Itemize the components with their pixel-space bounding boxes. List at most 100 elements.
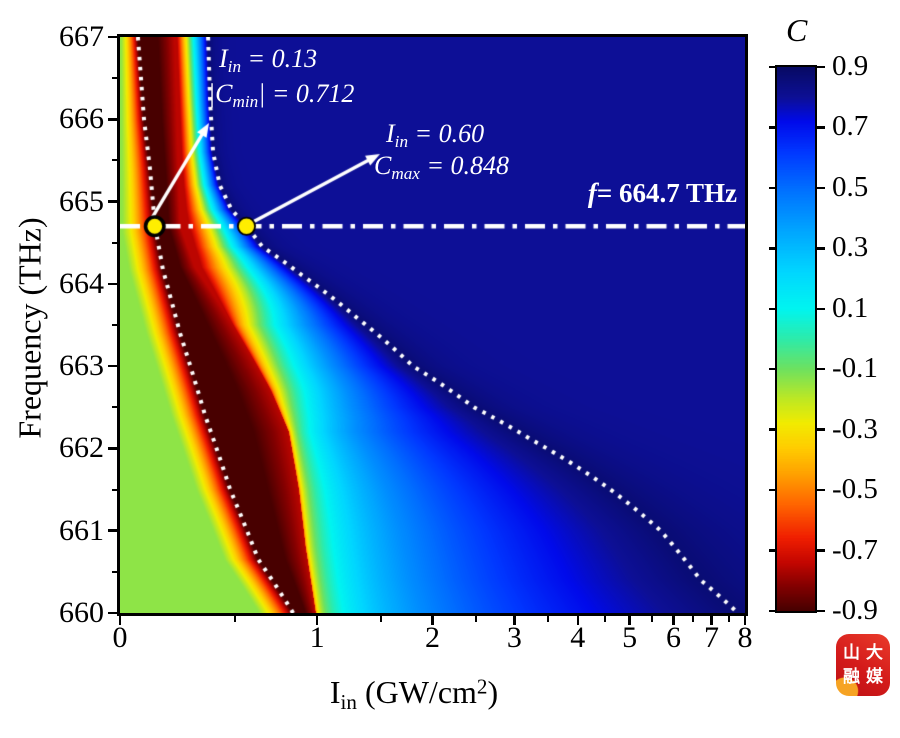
x-axis-title-close: ) (487, 674, 499, 710)
colorbar-tick-label: 0.7 (832, 110, 869, 143)
x-tick-label: 5 (622, 621, 638, 654)
colorbar-tick-left (769, 65, 775, 69)
annotation-cmax-line1: Iin = 0.60 (386, 119, 485, 151)
y-major-tick (108, 118, 117, 121)
x-axis-title-sub: in (340, 689, 357, 714)
x-major-tick (118, 616, 122, 625)
cmin-c-var: C (215, 79, 233, 108)
cmax-var: I (386, 119, 395, 148)
x-axis-title-sup: 2 (476, 674, 488, 699)
x-major-tick (710, 616, 713, 625)
colorbar-tick-left (769, 488, 775, 492)
colorbar-canvas (777, 67, 815, 611)
x-major-tick (513, 616, 516, 625)
x-major-tick (431, 616, 434, 625)
colorbar-tick-left (769, 367, 775, 371)
x-tick-label: 2 (425, 621, 440, 654)
y-major-tick (108, 200, 117, 203)
cmin-value: = 0.13 (241, 44, 318, 73)
colorbar-tick (817, 549, 825, 552)
y-minor-tick (111, 241, 117, 244)
colorbar-tick (817, 488, 825, 492)
colorbar-tick-left (769, 549, 775, 552)
cmin-c-sub: min (232, 91, 259, 111)
y-axis-title: Frequency (THz) (11, 217, 48, 439)
logo-shandong-media: 山 大 融 媒 (836, 634, 890, 696)
colorbar-tick-label: -0.7 (832, 533, 878, 566)
colorbar-tick (817, 65, 825, 69)
x-axis-title-units: (GW/cm (356, 674, 477, 710)
ref-line-value: = 664.7 THz (596, 178, 737, 208)
y-major-tick (108, 447, 117, 450)
y-tick-label: 662 (59, 431, 104, 465)
cmax-value: = 0.60 (408, 119, 485, 148)
colorbar-tick (817, 428, 825, 431)
logo-char-3: 融 (843, 666, 860, 686)
colorbar-tick-left (769, 126, 775, 129)
logo-char-2: 大 (866, 642, 883, 662)
annotation-cmax-line2: Cmax = 0.848 (374, 151, 509, 183)
reference-line-label: f= 664.7 THz (588, 178, 737, 209)
logo-char-1: 山 (843, 642, 860, 662)
y-tick-label: 664 (59, 266, 104, 300)
y-major-tick (108, 282, 117, 286)
y-tick-label: 660 (59, 596, 104, 629)
colorbar-tick (817, 247, 825, 250)
cmin-bar-open: | (208, 79, 216, 108)
y-major-tick (108, 529, 117, 532)
cmax-c-value: = 0.848 (419, 151, 509, 180)
colorbar-frame (775, 65, 817, 613)
y-minor-tick (111, 159, 117, 162)
colorbar-tick (817, 186, 825, 190)
annotation-cmin-line1: Iin = 0.13 (219, 44, 318, 76)
colorbar-tick (817, 367, 825, 371)
cmin-var: I (219, 44, 228, 73)
x-major-tick (743, 616, 747, 625)
x-major-tick (576, 616, 580, 625)
colorbar-title: C (786, 12, 808, 48)
colorbar-tick-label: -0.9 (832, 594, 878, 626)
x-tick-label: 1 (309, 621, 325, 654)
colorbar-tick-left (769, 247, 775, 250)
y-tick-label: 667 (59, 20, 104, 53)
y-tick-label: 661 (59, 513, 104, 547)
x-tick-label: 3 (506, 621, 522, 654)
colorbar-tick-label: -0.3 (832, 412, 878, 445)
colorbar-tick (817, 307, 825, 311)
y-minor-tick (111, 77, 117, 80)
y-major-tick (108, 35, 117, 39)
x-tick-label: 7 (703, 621, 719, 654)
y-minor-tick (111, 570, 117, 573)
x-minor-tick (603, 616, 606, 622)
x-minor-tick (379, 616, 382, 622)
cmax-sub: in (394, 131, 409, 151)
x-minor-tick (651, 616, 654, 622)
cmin-sub: in (227, 56, 242, 76)
cmax-c-var: C (374, 151, 392, 180)
colorbar-tick (817, 609, 825, 613)
colorbar-tick-left (769, 307, 775, 311)
cmin-c-value: | = 0.712 (258, 79, 355, 108)
x-axis-title-var: I (329, 674, 341, 710)
x-tick-label: 4 (570, 621, 586, 654)
x-axis-title: Iin (GW/cm2) (329, 674, 499, 714)
colorbar-tick-left (769, 186, 775, 190)
ref-line-f-var: f (587, 178, 597, 208)
y-tick-label: 665 (59, 184, 104, 218)
y-minor-tick (111, 324, 117, 326)
colorbar-tick (817, 126, 825, 129)
colorbar-tick-label: -0.5 (832, 473, 878, 506)
x-major-tick (672, 616, 675, 625)
cmax-c-sub: max (391, 163, 420, 183)
annotation-cmin-line2: |Cmin| = 0.712 (208, 79, 355, 111)
x-tick-label: 8 (737, 621, 753, 654)
x-major-tick (628, 616, 631, 625)
plot-frame (117, 34, 748, 616)
colorbar-tick-label: 0.5 (832, 170, 869, 203)
y-minor-tick (111, 406, 117, 409)
heatmap-canvas (120, 37, 745, 613)
y-tick-label: 666 (59, 102, 104, 136)
x-major-tick (315, 616, 319, 625)
colorbar-tick-label: 0.1 (832, 291, 869, 324)
